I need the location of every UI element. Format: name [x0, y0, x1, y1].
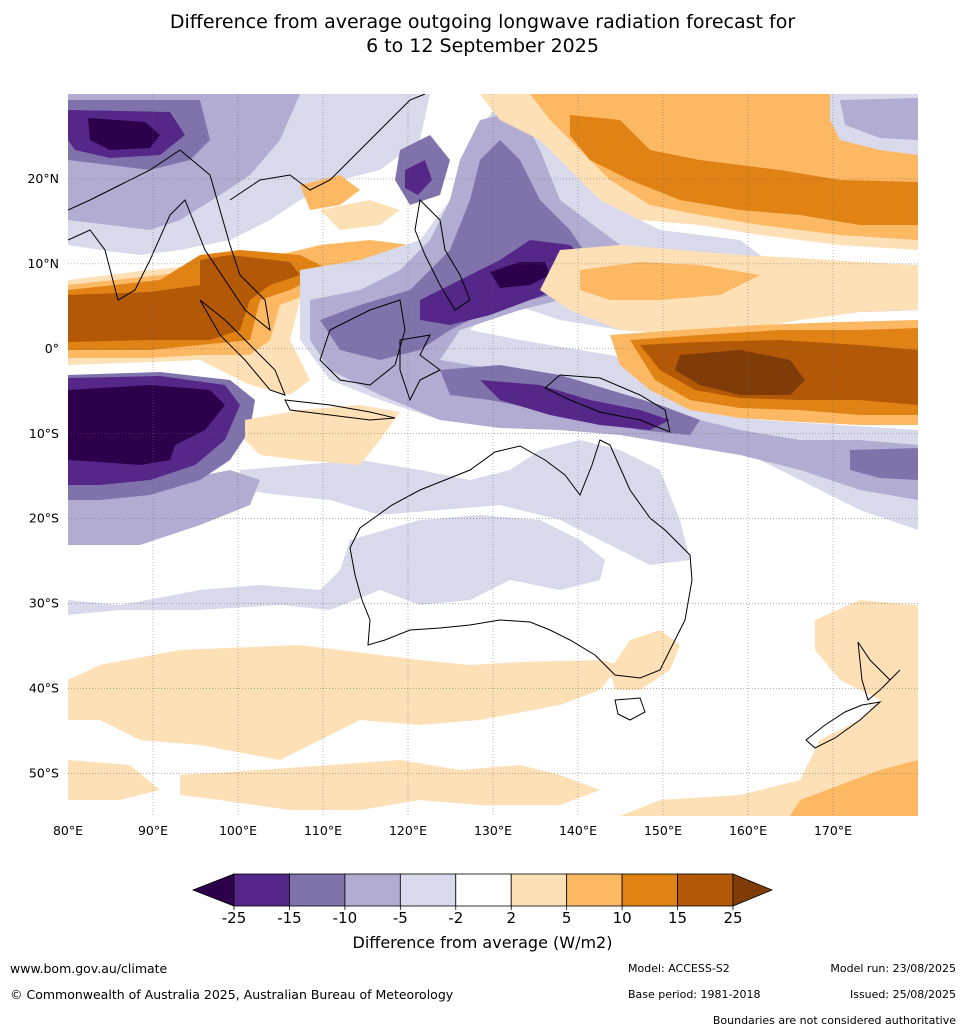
- region-positive-5-south-west: [68, 645, 620, 800]
- latitude-label: 50°S: [29, 766, 59, 781]
- region-positive-15-north-pacific: [570, 115, 918, 225]
- region-positive-5-south-china-coast: [320, 200, 400, 230]
- new-zealand-north-coastline: [857, 641, 901, 701]
- colorbar-extend-low: [191, 873, 235, 907]
- region-positive-10-south-east: [790, 760, 918, 816]
- region-above-25-central-pacific: [675, 350, 805, 395]
- model-run-date: Model run: 23/08/2025: [830, 962, 956, 975]
- asia-mainland-coastline: [68, 94, 426, 332]
- colorbar-tick-label: 15: [668, 909, 687, 927]
- base-period: Base period: 1981-2018: [628, 988, 761, 1001]
- map-title: Difference from average outgoing longwav…: [0, 10, 965, 58]
- region-below-minus-25-indian-ocean: [68, 385, 225, 465]
- sulawesi-coastline: [399, 334, 441, 402]
- latitude-label: 10°N: [27, 256, 59, 271]
- longitude-label: 110°E: [304, 823, 342, 838]
- region-negative-5-australia-north: [240, 440, 690, 565]
- colorbar-box: [344, 873, 401, 907]
- region-positive-5-west-australia: [245, 405, 400, 465]
- java-coastline: [284, 399, 396, 421]
- region-negative-10-north-pacific-east: [840, 98, 918, 140]
- boundaries-disclaimer: Boundaries are not considered authoritat…: [712, 1014, 956, 1027]
- sumatra-coastline: [199, 299, 286, 396]
- colorbar-tick-label: -10: [333, 909, 358, 927]
- coastlines: [68, 94, 901, 749]
- colorbar-tick-label: -25: [222, 909, 247, 927]
- longitude-label: 140°E: [559, 823, 597, 838]
- colorbar-box: [566, 873, 623, 907]
- latitude-labels: 20°N 10°N 0° 10°S 20°S 30°S 40°S 50°S: [27, 171, 59, 781]
- longitude-label: 150°E: [644, 823, 682, 838]
- model-name: Model: ACCESS-S2: [628, 962, 730, 975]
- longitude-label: 130°E: [474, 823, 512, 838]
- colorbar-box: [399, 873, 457, 907]
- website-link[interactable]: www.bom.gov.au/climate: [10, 961, 168, 976]
- region-positive-10-equatorial-pacific: [580, 262, 760, 300]
- colorbar-extend-high: [732, 873, 774, 907]
- issued-date: Issued: 25/08/2025: [849, 988, 956, 1001]
- region-positive-5-se-australia: [610, 630, 680, 690]
- borneo-coastline: [319, 299, 406, 386]
- colorbar-box: [289, 873, 346, 907]
- colorbar-tick-label: 10: [613, 909, 632, 927]
- colorbar-title: Difference from average (W/m2): [352, 933, 613, 952]
- new-guinea-coastline: [544, 374, 671, 433]
- region-negative-15-west-pacific: [320, 140, 590, 360]
- longitude-label: 170°E: [814, 823, 852, 838]
- colorbar-tick-label: 5: [562, 909, 572, 927]
- region-negative-5-indian-ocean: [68, 515, 605, 615]
- longitude-label: 160°E: [729, 823, 767, 838]
- copyright-text: © Commonwealth of Australia 2025, Austra…: [10, 987, 454, 1002]
- longitude-label: 120°E: [389, 823, 427, 838]
- colorbar-box: [621, 873, 678, 907]
- region-negative-10-west-pacific: [310, 110, 918, 500]
- longitude-label: 90°E: [138, 823, 168, 838]
- latitude-label: 30°S: [29, 596, 59, 611]
- colorbar-tick-label: -2: [448, 909, 463, 927]
- colorbar-box: [677, 873, 734, 907]
- longitude-label: 80°E: [53, 823, 83, 838]
- region-below-minus-25-north-west: [88, 118, 160, 150]
- region-negative-15-south-pacific: [850, 448, 918, 480]
- colorbar-box: [233, 873, 290, 907]
- latitude-label: 0°: [45, 341, 59, 356]
- colorbar-tick-label: -15: [277, 909, 302, 927]
- title-line-2: 6 to 12 September 2025: [366, 35, 599, 57]
- colorbar-tick-label: 25: [723, 909, 742, 927]
- region-positive-10-south-china-coast: [300, 175, 360, 210]
- latitude-label: 20°S: [29, 511, 59, 526]
- graticule: [68, 94, 918, 816]
- colorbar-tick-label: 2: [506, 909, 516, 927]
- region-positive-5-south-east: [620, 600, 918, 816]
- latitude-label: 20°N: [27, 171, 59, 186]
- philippines-coastline: [414, 198, 471, 311]
- colorbar-box: [455, 873, 512, 907]
- latitude-label: 40°S: [29, 681, 59, 696]
- colorbar-box: [510, 873, 568, 907]
- region-below-minus-25-west-pacific: [490, 262, 550, 288]
- australia-coastline: [349, 439, 693, 679]
- new-zealand-south-coastline: [805, 701, 882, 749]
- title-line-1: Difference from average outgoing longwav…: [169, 11, 796, 33]
- region-negative-25-south-china-sea: [405, 160, 432, 195]
- colorbar: -25 -15 -10 -5 -2 2 5 10 15 25: [191, 873, 774, 927]
- tasmania-coastline: [614, 697, 646, 721]
- region-negative-25-maritime-south: [480, 380, 670, 430]
- latitude-label: 10°S: [29, 426, 59, 441]
- colorbar-tick-label: -5: [393, 909, 408, 927]
- anomaly-field: [68, 94, 918, 816]
- longitude-labels: 80°E 90°E 100°E 110°E 120°E 130°E 140°E 150°E 16…: [53, 823, 852, 838]
- region-positive-5-south-central: [180, 760, 600, 810]
- longitude-label: 100°E: [219, 823, 257, 838]
